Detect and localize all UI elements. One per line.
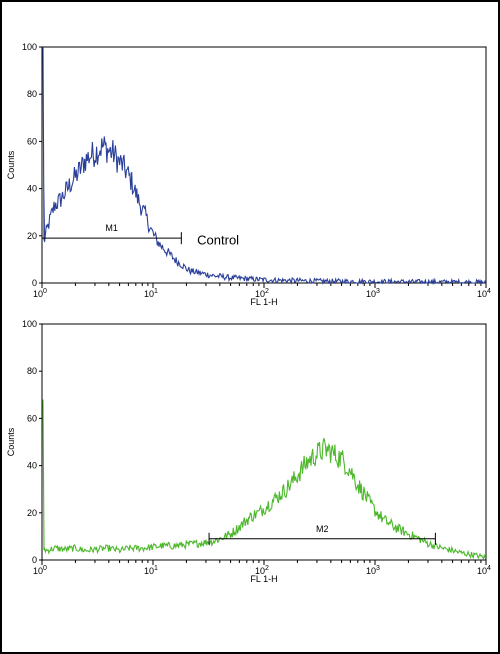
histogram-panel-1: 0 20 40 60 80 100 Counts 100 101 102 103 104 FL 1-H M… <box>6 42 491 307</box>
y-tick-label: 100 <box>22 319 37 329</box>
x-tick-label: 103 <box>366 565 380 576</box>
y-tick-label: 80 <box>27 366 37 376</box>
y-tick-label: 40 <box>27 461 37 471</box>
x-tick-label: 101 <box>144 288 158 299</box>
x-tick-label: 102 <box>255 288 269 299</box>
gate-marker-label: M2 <box>316 524 329 534</box>
histogram-series-1 <box>42 46 487 286</box>
y-tick-label: 60 <box>27 413 37 423</box>
x-tick-label: 103 <box>366 288 380 299</box>
x-tick-label: 101 <box>144 565 158 576</box>
histogram-panel-2: 0 20 40 60 80 100 Counts 100 101 102 103 104 FL 1-H M… <box>6 319 491 584</box>
y-tick-label: 20 <box>27 231 37 241</box>
histogram-series-1 <box>42 399 487 561</box>
x-tick-label: 100 <box>33 565 47 576</box>
x-tick-label: 104 <box>477 288 491 299</box>
y-tick-label: 100 <box>22 42 37 52</box>
y-tick-label: 0 <box>32 555 37 565</box>
y-tick-label: 20 <box>27 508 37 518</box>
y-axis-label: Counts <box>6 150 16 179</box>
x-axis-label: FL 1-H <box>250 574 277 584</box>
y-tick-label: 0 <box>32 278 37 288</box>
x-tick-label: 104 <box>477 565 491 576</box>
y-axis-label: Counts <box>6 427 16 456</box>
y-tick-label: 60 <box>27 136 37 146</box>
gate-marker-label: M1 <box>105 223 118 233</box>
x-axis-label: FL 1-H <box>250 297 277 307</box>
y-tick-label: 40 <box>27 184 37 194</box>
plot-area <box>41 323 487 561</box>
x-tick-label: 100 <box>33 288 47 299</box>
y-tick-label: 80 <box>27 89 37 99</box>
plot-area <box>41 46 487 284</box>
x-tick-label: 102 <box>255 565 269 576</box>
control-label: Control <box>197 233 239 248</box>
